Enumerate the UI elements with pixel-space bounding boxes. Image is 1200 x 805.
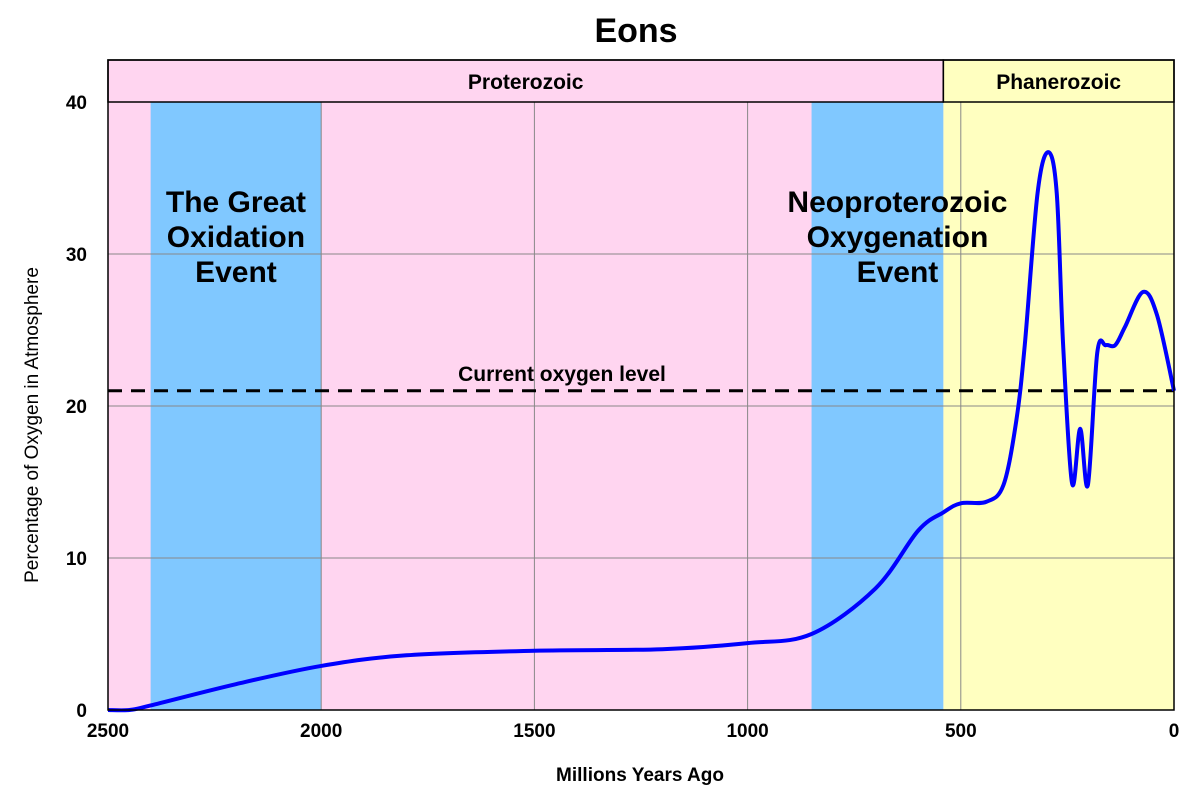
eon-label: Proterozoic — [468, 71, 584, 94]
y-tick-label: 10 — [66, 549, 87, 570]
x-axis-label: Millions Years Ago — [556, 765, 724, 786]
current-oxygen-label: Current oxygen level — [458, 363, 666, 386]
x-tick-label: 2500 — [87, 721, 129, 742]
x-tick-label: 1000 — [726, 721, 768, 742]
x-tick-label: 1500 — [513, 721, 555, 742]
y-tick-label: 30 — [66, 245, 87, 266]
event-label: Event — [857, 256, 939, 289]
event-label: Oxidation — [167, 221, 305, 254]
y-tick-label: 20 — [66, 397, 87, 418]
eon-label: Phanerozoic — [996, 71, 1121, 94]
x-tick-label: 2000 — [300, 721, 342, 742]
y-tick-label: 0 — [76, 701, 87, 722]
x-tick-label: 0 — [1169, 721, 1180, 742]
event-label: Event — [195, 256, 277, 289]
event-label: Neoproterozoic — [787, 186, 1007, 219]
y-axis-label: Percentage of Oxygen in Atmosphere — [22, 267, 43, 583]
x-tick-label: 500 — [945, 721, 977, 742]
event-label: The Great — [166, 186, 306, 219]
chart-title: Eons — [594, 12, 677, 50]
y-tick-label: 40 — [66, 93, 87, 114]
eon-background — [943, 60, 1174, 710]
event-label: Oxygenation — [807, 221, 989, 254]
